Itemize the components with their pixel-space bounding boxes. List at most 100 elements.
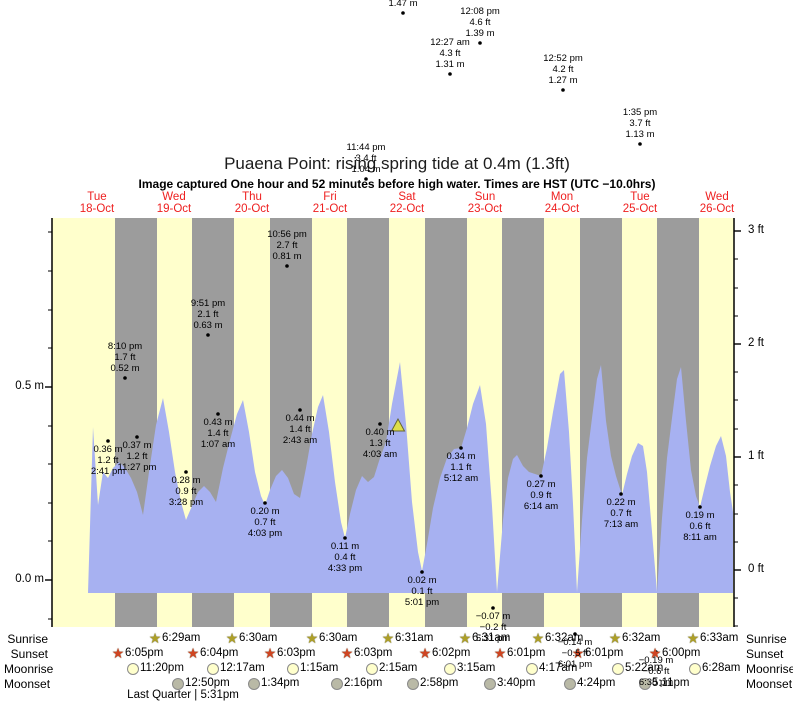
annotation-line: 0.37 m — [122, 440, 152, 451]
tide-point-dot — [478, 41, 482, 45]
high-tide-annotation: 1:35 pm 3.7 ft 1.13 m — [623, 107, 657, 140]
sunrise-icon: ★ — [458, 630, 472, 646]
annotation-line: 0.40 m — [365, 427, 395, 438]
sunrise-time: 6:30am — [239, 632, 278, 644]
day-date: 25-Oct — [622, 203, 658, 215]
moonrise-icon — [689, 663, 701, 675]
tide-point-dot — [401, 11, 405, 15]
annotation-line: 1.4 ft — [289, 424, 311, 435]
low-tide-annotation: −0.19 m −0.6 ft 6:38 pm — [639, 655, 674, 688]
tide-point-dot — [654, 650, 658, 654]
annotation-line: 1.2 ft — [126, 451, 148, 462]
day-name: Wed — [705, 191, 729, 203]
almanac-label-left-moonset: Moonset — [4, 677, 51, 691]
annotation-line: 0.02 m — [407, 575, 437, 586]
sunrise-time: 6:31am — [395, 632, 434, 644]
high-tide-annotation: 10:56 pm 2.7 ft 0.81 m — [267, 229, 307, 262]
moonset-icon — [639, 678, 651, 690]
annotation-line: 0.9 ft — [530, 490, 552, 501]
annotation-line: 11:27 pm — [117, 462, 157, 473]
low-tide-annotation: 0.44 m 1.4 ft 2:43 am — [283, 413, 317, 446]
low-tide-annotation: 0.40 m 1.3 ft 4:03 am — [363, 427, 397, 460]
moonset-icon — [484, 678, 496, 690]
almanac-label-left-moonrise: Moonrise — [4, 662, 54, 676]
annotation-line: 11:44 pm — [346, 142, 386, 153]
annotation-line: 12:08 pm — [460, 6, 500, 17]
moonrise-time: 5:22am — [625, 662, 664, 674]
day-name: Wed — [162, 191, 186, 203]
almanac-label-right-moonrise: Moonrise — [746, 662, 793, 676]
moonrise-icon — [287, 663, 299, 675]
moonset-time: 5:11pm — [652, 677, 690, 689]
annotation-line: 0.6 ft — [689, 521, 711, 532]
high-tide-annotation: 12:52 pm 4.2 ft 1.27 m — [543, 53, 583, 86]
low-tide-annotation: 0.19 m 0.6 ft 8:11 am — [683, 510, 717, 543]
tide-point-dot — [448, 72, 452, 76]
annotation-line: 0.34 m — [446, 451, 476, 462]
moonrise-icon — [612, 663, 624, 675]
annotation-line: 0.36 m — [93, 444, 123, 455]
right-axis-label: 1 ft — [748, 450, 764, 462]
sunrise-icon: ★ — [686, 630, 700, 646]
day-date: 24-Oct — [544, 203, 580, 215]
day-date: 23-Oct — [467, 203, 503, 215]
annotation-line: 1.2 ft — [97, 455, 119, 466]
sunset-icon: ★ — [493, 645, 507, 661]
moonset-icon — [331, 678, 343, 690]
annotation-line: 3:28 pm — [168, 497, 204, 508]
almanac-label-right-sunrise: Sunrise — [746, 632, 787, 646]
annotation-line: −0.19 m — [638, 655, 674, 666]
annotation-line: 3.4 ft — [355, 153, 377, 164]
tide-point-dot — [106, 439, 110, 443]
tide-point-dot — [638, 142, 642, 146]
annotation-line: 1.4 ft — [207, 428, 229, 439]
page-title: Puaena Point: rising spring tide at 0.4m… — [224, 154, 570, 173]
sunset-icon: ★ — [648, 645, 662, 661]
moonset-time: 3:40pm — [497, 677, 536, 689]
moonset-time: 2:58pm — [420, 677, 459, 689]
annotation-line: −0.14 m — [557, 637, 593, 648]
sunset-icon: ★ — [111, 645, 125, 661]
sunrise-time: 6:32am — [545, 632, 584, 644]
annotation-line: 4:03 pm — [247, 528, 283, 539]
high-tide-annotation: 12:08 pm 4.6 ft 1.39 m — [460, 6, 500, 39]
sunset-time: 6:04pm — [200, 647, 239, 659]
tide-point-dot — [378, 422, 382, 426]
annotation-line: 4.3 ft — [439, 48, 461, 59]
moonset-icon — [248, 678, 260, 690]
day-date: 20-Oct — [234, 203, 270, 215]
moonset-time: 1:34pm — [261, 677, 300, 689]
annotation-line: 1.39 m — [465, 28, 495, 39]
annotation-line: 0.22 m — [606, 497, 636, 508]
day-name: Sat — [398, 191, 416, 203]
annotation-line: 4:03 am — [362, 449, 398, 460]
annotation-line: 4.6 ft — [469, 17, 491, 28]
annotation-line: 0.28 m — [171, 475, 201, 486]
annotation-line: 1.47 m — [388, 0, 418, 9]
annotation-line: 1:07 am — [200, 439, 236, 450]
annotation-line: 1.7 ft — [114, 352, 136, 363]
annotation-line: −0.6 ft — [642, 666, 670, 677]
sunrise-time: 6:29am — [162, 632, 201, 644]
annotation-line: 0.7 ft — [254, 517, 276, 528]
day-date: 18-Oct — [79, 203, 115, 215]
annotation-line: 2:43 am — [282, 435, 318, 446]
tide-point-dot — [343, 536, 347, 540]
annotation-line: 1.04 m — [351, 164, 381, 175]
annotation-line: 0.20 m — [250, 506, 280, 517]
tide-point-dot — [364, 177, 368, 181]
annotation-line: 6:14 am — [523, 501, 559, 512]
moonrise-time: 4:17am — [539, 662, 578, 674]
sunrise-time: 6:30am — [319, 632, 358, 644]
annotation-line: −0.2 ft — [479, 622, 507, 633]
tide-point-dot — [206, 333, 210, 337]
tide-point-dot — [698, 505, 702, 509]
sunset-time: 6:01pm — [585, 647, 624, 659]
low-tide-annotation: 0.37 m 1.2 ft 11:27 pm — [118, 440, 157, 473]
day-date: 26-Oct — [699, 203, 735, 215]
annotation-line: 0.9 ft — [175, 486, 197, 497]
moonrise-time: 12:17am — [220, 662, 265, 674]
moonset-time: 12:50pm — [185, 677, 230, 689]
low-tide-annotation: 0.02 m 0.1 ft 5:01 pm — [405, 575, 439, 608]
annotation-line: 2.7 ft — [276, 240, 298, 251]
